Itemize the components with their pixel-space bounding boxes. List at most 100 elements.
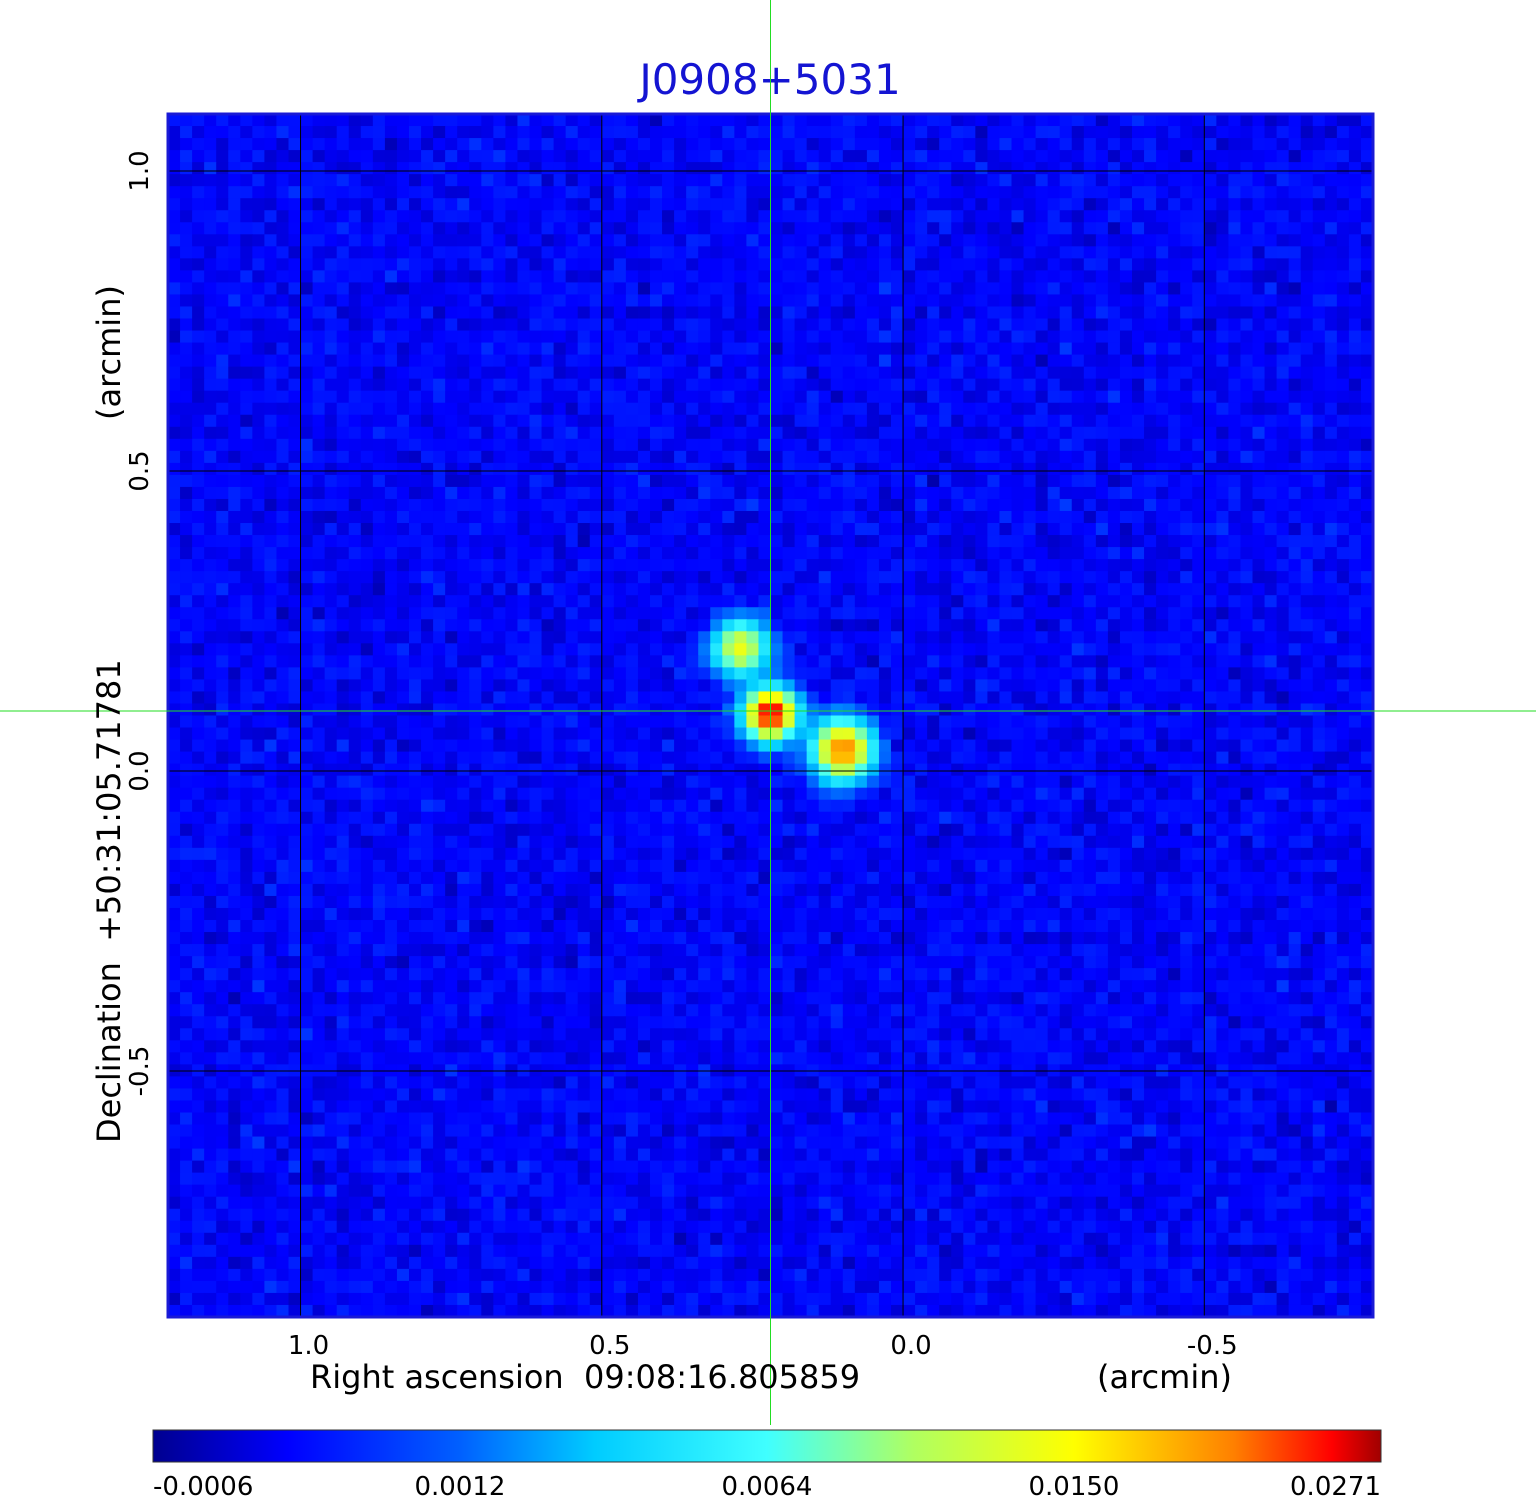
heatmap-cell <box>601 474 615 488</box>
heatmap-cell <box>553 126 567 139</box>
heatmap-cell <box>806 438 820 452</box>
heatmap-cell <box>1348 655 1362 668</box>
heatmap-cell <box>348 390 362 404</box>
heatmap-cell <box>1348 150 1362 163</box>
heatmap-cell <box>1288 246 1302 259</box>
heatmap-cell <box>1264 691 1278 705</box>
heatmap-cell <box>457 426 470 440</box>
heatmap-cell <box>252 198 265 211</box>
heatmap-cell <box>1180 426 1193 440</box>
heatmap-cell <box>180 547 193 560</box>
heatmap-cell <box>830 186 844 199</box>
heatmap-cell <box>915 523 928 536</box>
heatmap-cell <box>577 342 591 356</box>
heatmap-cell <box>915 294 928 308</box>
heatmap-cell <box>818 258 832 271</box>
heatmap-cell <box>228 114 241 127</box>
heatmap-cell <box>842 390 856 404</box>
heatmap-cell <box>288 462 302 476</box>
heatmap-cell <box>1312 462 1326 476</box>
heatmap-cell <box>409 631 422 644</box>
heatmap-cell <box>1264 138 1278 151</box>
heatmap-cell <box>674 282 687 296</box>
heatmap-cell <box>674 378 687 392</box>
heatmap-cell <box>228 198 241 211</box>
heatmap-cell <box>1023 523 1037 536</box>
heatmap-cell <box>770 703 784 717</box>
heatmap-cell <box>842 631 856 644</box>
heatmap-cell <box>770 607 784 620</box>
heatmap-cell <box>324 619 338 632</box>
heatmap-cell <box>517 691 531 705</box>
heatmap-cell <box>1071 390 1085 404</box>
heatmap-cell <box>1047 583 1061 596</box>
heatmap-cell <box>915 114 928 127</box>
heatmap-cell <box>866 306 880 320</box>
heatmap-cell <box>1252 306 1266 320</box>
heatmap-cell <box>433 126 446 139</box>
heatmap-cell <box>1360 595 1373 608</box>
heatmap-cell <box>493 510 506 524</box>
heatmap-cell <box>312 330 326 344</box>
heatmap-cell <box>481 450 494 464</box>
heatmap-cell <box>1192 210 1205 223</box>
heatmap-cell <box>927 162 940 175</box>
heatmap-cell <box>963 378 976 392</box>
heatmap-cell <box>637 270 651 284</box>
heatmap-cell <box>1119 342 1133 356</box>
heatmap-cell <box>1312 643 1326 656</box>
heatmap-cell <box>963 318 976 332</box>
heatmap-cell <box>987 222 1001 235</box>
heatmap-cell <box>1336 282 1350 296</box>
heatmap-cell <box>1300 162 1314 175</box>
heatmap-cell <box>601 390 615 404</box>
heatmap-cell <box>1059 270 1073 284</box>
heatmap-cell <box>758 619 772 632</box>
heatmap-cell <box>1119 679 1133 693</box>
heatmap-cell <box>1168 571 1181 584</box>
heatmap-cell <box>1047 282 1061 296</box>
heatmap-cell <box>1144 234 1157 247</box>
heatmap-cell <box>1180 270 1193 284</box>
heatmap-cell <box>1095 535 1109 548</box>
heatmap-cell <box>1216 559 1229 572</box>
heatmap-cell <box>240 174 253 187</box>
heatmap-cell <box>469 547 482 560</box>
heatmap-cell <box>637 691 651 705</box>
heatmap-cell <box>1083 498 1097 512</box>
heatmap-cell <box>264 126 278 139</box>
heatmap-cell <box>999 667 1013 681</box>
heatmap-cell <box>457 583 470 596</box>
heatmap-cell <box>939 691 952 705</box>
heatmap-cell <box>409 210 422 223</box>
heatmap-cell <box>686 390 699 404</box>
heatmap-cell <box>1071 438 1085 452</box>
heatmap-cell <box>806 342 820 356</box>
heatmap-cell <box>192 342 205 356</box>
heatmap-cell <box>1180 667 1193 681</box>
heatmap-cell <box>1107 222 1121 235</box>
heatmap-cell <box>1059 438 1073 452</box>
heatmap-cell <box>409 703 422 717</box>
heatmap-cell <box>216 426 229 440</box>
heatmap-cell <box>975 607 988 620</box>
heatmap-cell <box>1228 571 1242 584</box>
heatmap-cell <box>1348 366 1362 380</box>
heatmap-cell <box>493 438 506 452</box>
heatmap-cell <box>288 390 302 404</box>
heatmap-cell <box>915 571 928 584</box>
heatmap-cell <box>1023 162 1037 175</box>
heatmap-cell <box>662 390 675 404</box>
heatmap-cell <box>710 607 723 620</box>
heatmap-cell <box>336 174 350 187</box>
heatmap-cell <box>288 703 302 717</box>
heatmap-cell <box>1348 282 1362 296</box>
heatmap-cell <box>204 655 217 668</box>
heatmap-cell <box>1288 559 1302 572</box>
heatmap-cell <box>613 583 627 596</box>
heatmap-cell <box>565 354 579 368</box>
heatmap-cell <box>517 390 531 404</box>
heatmap-cell <box>469 474 482 488</box>
heatmap-cell <box>686 282 699 296</box>
heatmap-cell <box>565 150 579 163</box>
